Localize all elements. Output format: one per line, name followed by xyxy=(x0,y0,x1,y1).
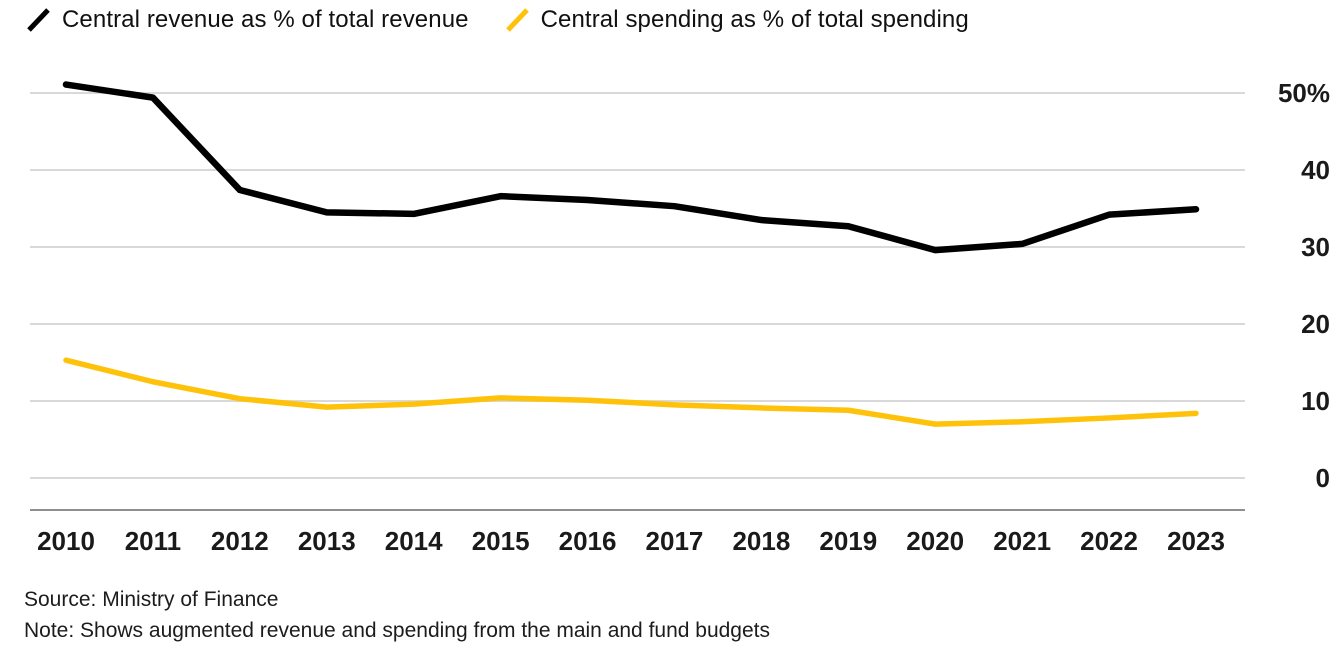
x-tick-label: 2023 xyxy=(1167,526,1225,556)
x-tick-label: 2010 xyxy=(37,526,95,556)
x-tick-label: 2022 xyxy=(1080,526,1138,556)
series-line-1 xyxy=(63,357,1199,427)
chart-footer: Source: Ministry of Finance Note: Shows … xyxy=(24,584,770,646)
y-tick-label: 10 xyxy=(1301,386,1330,416)
x-tick-label: 2015 xyxy=(472,526,530,556)
x-tick-label: 2018 xyxy=(732,526,790,556)
y-tick-label: 50% xyxy=(1278,78,1330,108)
legend-item-central-spending: Central spending as % of total spending xyxy=(505,6,969,34)
x-tick-label: 2011 xyxy=(125,526,181,556)
legend-slash-black-icon xyxy=(27,8,50,32)
legend-item-central-revenue: Central revenue as % of total revenue xyxy=(26,6,469,34)
legend-label-central-revenue: Central revenue as % of total revenue xyxy=(62,6,469,33)
y-tick-label: 40 xyxy=(1301,155,1330,185)
x-tick-label: 2016 xyxy=(559,526,617,556)
note-text: Note: Shows augmented revenue and spendi… xyxy=(24,619,771,643)
x-tick-label: 2017 xyxy=(646,526,704,556)
legend: Central revenue as % of total revenue Ce… xyxy=(26,6,969,34)
x-tick-label: 2013 xyxy=(298,526,356,556)
y-tick-label: 20 xyxy=(1301,309,1330,339)
x-tick-label: 2021 xyxy=(993,526,1051,556)
legend-slash-yellow-icon xyxy=(505,8,529,32)
source-text: Source: Ministry of Finance xyxy=(24,588,279,611)
legend-label-central-spending: Central spending as % of total spending xyxy=(540,6,969,33)
x-tick-label: 2014 xyxy=(385,526,443,556)
y-tick-label: 0 xyxy=(1316,463,1330,493)
x-tick-label: 2019 xyxy=(819,526,877,556)
x-tick-label: 2012 xyxy=(211,526,269,556)
x-tick-label: 2020 xyxy=(906,526,964,556)
series-line-0 xyxy=(62,81,1200,254)
y-tick-label: 30 xyxy=(1301,232,1330,262)
